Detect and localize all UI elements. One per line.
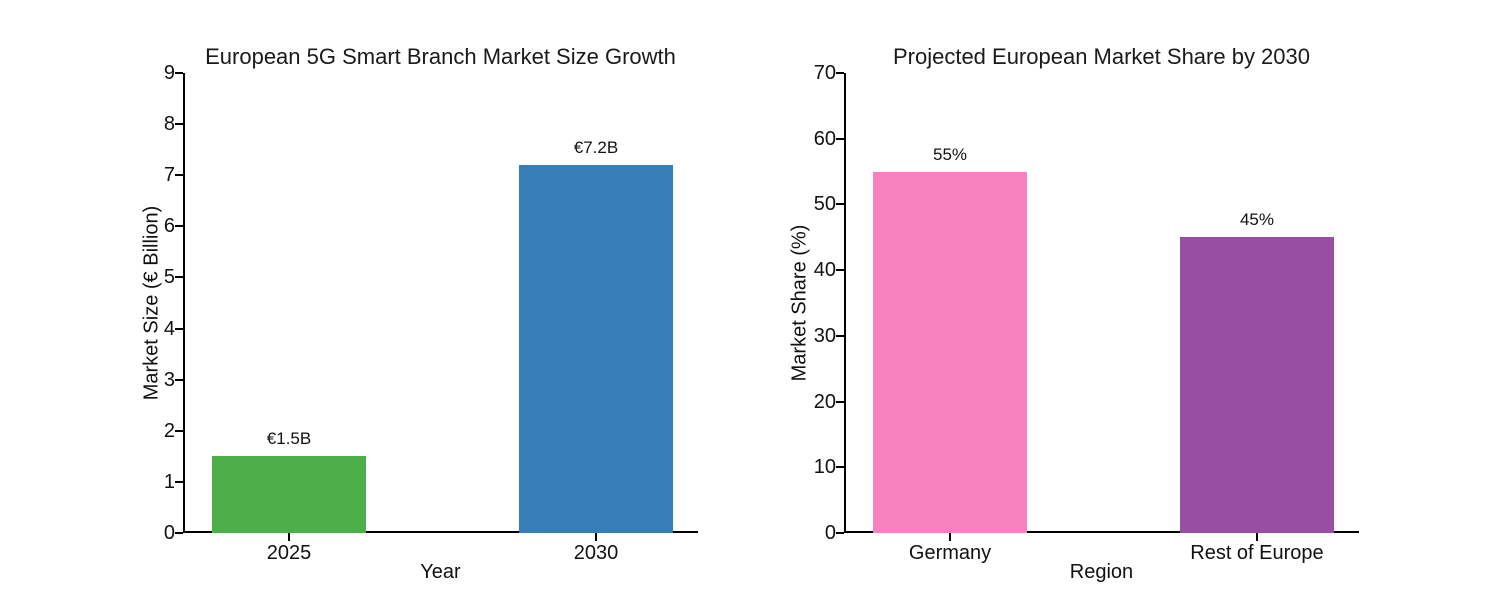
x-axis-label: Year <box>420 561 461 583</box>
x-axis-label: Region <box>1069 561 1134 583</box>
bar-2030 <box>518 165 673 533</box>
bar-2025 <box>212 456 367 533</box>
plot-area: 0 1 2 3 4 5 6 7 8 9 €1.5B 2025 €7.2B 2030 <box>164 62 698 564</box>
y-tick-label: 6 <box>163 215 175 238</box>
y-tick-label: 2 <box>163 419 175 442</box>
y-tick-mark <box>175 123 183 126</box>
y-tick-mark <box>836 72 844 74</box>
y-tick-label: 60 <box>813 127 836 150</box>
y-tick-mark <box>175 225 183 228</box>
y-tick-mark <box>175 174 183 177</box>
y-tick-mark <box>836 203 844 206</box>
y-tick-mark <box>836 400 844 403</box>
bar-value-label: €1.5B <box>266 429 312 449</box>
y-tick-label: 5 <box>163 266 175 289</box>
x-tick-mark <box>949 533 952 541</box>
y-tick-label: 4 <box>163 317 175 340</box>
x-tick-label: Germany <box>908 542 992 564</box>
y-tick-label: 1 <box>163 470 175 493</box>
y-tick-mark <box>175 72 183 74</box>
y-tick-label: 50 <box>813 193 836 216</box>
x-tick-mark <box>1255 533 1258 541</box>
x-tick-label: 2030 <box>573 542 619 564</box>
y-axis-label: Market Share (%) <box>788 224 811 382</box>
chart-title: European 5G Smart Branch Market Size Gro… <box>205 44 676 69</box>
y-tick-label: 8 <box>163 113 175 136</box>
y-tick-mark <box>175 480 183 483</box>
y-tick-label: 0 <box>163 522 175 544</box>
y-tick-mark <box>175 532 183 534</box>
y-tick-mark <box>836 137 844 140</box>
x-tick-label: Rest of Europe <box>1190 542 1324 564</box>
y-tick-mark <box>836 466 844 469</box>
bar-value-label: €7.2B <box>573 138 619 157</box>
y-tick-label: 10 <box>813 456 836 479</box>
bar-value-label: 45% <box>1239 210 1274 230</box>
y-tick-label: 9 <box>163 62 175 84</box>
y-tick-label: 3 <box>163 368 175 391</box>
y-tick-label: 7 <box>163 164 175 187</box>
chart-title: Projected European Market Share by 2030 <box>892 44 1311 69</box>
bar-germany <box>873 171 1028 533</box>
x-tick-mark <box>594 533 597 541</box>
y-tick-mark <box>175 378 183 381</box>
y-tick-label: 30 <box>813 324 836 347</box>
bar-value-label: 55% <box>933 144 968 164</box>
y-tick-mark <box>836 334 844 337</box>
y-tick-label: 0 <box>824 522 836 544</box>
bar-rest-of-europe <box>1179 237 1334 533</box>
y-tick-label: 70 <box>813 62 836 84</box>
y-tick-mark <box>175 276 183 279</box>
x-tick-mark <box>288 533 291 541</box>
plot-area: 0 10 20 30 40 50 60 70 55% Germany 45% Rest of Euro… <box>814 62 1359 564</box>
x-tick-label: 2025 <box>266 542 312 564</box>
y-tick-label: 40 <box>813 259 836 282</box>
y-tick-mark <box>175 327 183 330</box>
y-tick-mark <box>836 532 844 534</box>
y-tick-mark <box>836 269 844 272</box>
y-tick-mark <box>175 429 183 432</box>
y-tick-label: 20 <box>813 390 836 413</box>
